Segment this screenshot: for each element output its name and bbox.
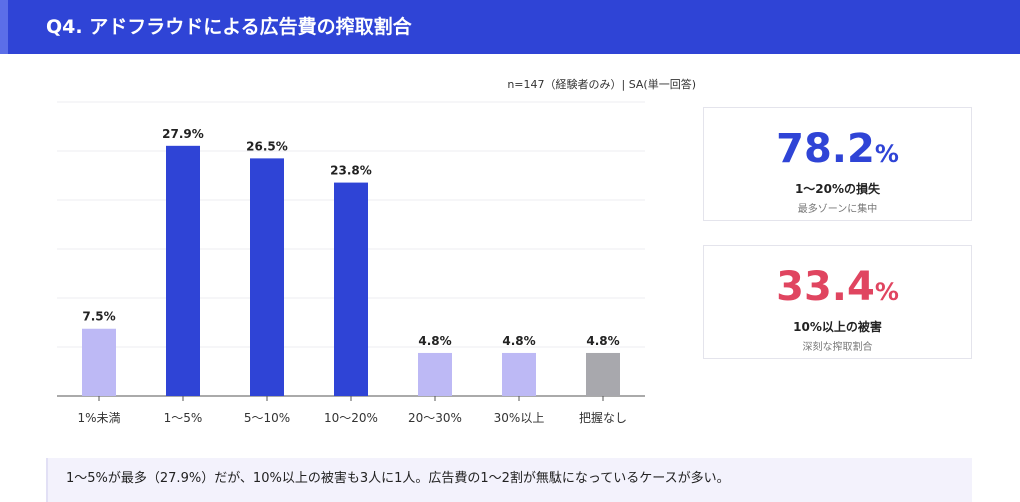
bar bbox=[166, 145, 200, 396]
bar-chart: 7.5% 1%未満 27.9% 1〜5% 26.5% 5〜10% 23.8% 10〜20% 4.… bbox=[57, 101, 645, 425]
bar bbox=[586, 352, 620, 396]
stat-number: 78.2 bbox=[776, 126, 875, 172]
data-label: 4.8% bbox=[418, 334, 451, 348]
header: Q4. アドフラウドによる広告費の搾取割合 bbox=[0, 0, 1020, 54]
data-label: 26.5% bbox=[246, 139, 288, 153]
data-label: 23.8% bbox=[330, 164, 372, 178]
data-label: 4.8% bbox=[502, 334, 535, 348]
stat-value: 33.4% bbox=[704, 264, 971, 310]
x-tick-label: 10〜20% bbox=[324, 411, 378, 425]
bar bbox=[502, 352, 536, 396]
stat-unit: % bbox=[874, 140, 899, 168]
data-label: 27.9% bbox=[162, 127, 204, 141]
bar bbox=[82, 328, 116, 396]
x-tick-label: 20〜30% bbox=[408, 411, 462, 425]
bar bbox=[250, 158, 284, 396]
stat-value: 78.2% bbox=[704, 126, 971, 172]
x-tick-label: 把握なし bbox=[579, 410, 627, 425]
stat-label: 10%以上の被害 bbox=[793, 320, 882, 334]
sample-note: n=147（経験者のみ）| SA(単一回答) bbox=[507, 78, 696, 91]
stat-card-damage: 33.4% 10%以上の被害 深刻な搾取割合 bbox=[703, 245, 972, 359]
stat-label: 1〜20%の損失 bbox=[794, 182, 881, 196]
data-label: 7.5% bbox=[82, 310, 115, 324]
summary-note: 1〜5%が最多（27.9%）だが、10%以上の被害も3人に1人。広告費の1〜2割… bbox=[46, 458, 972, 502]
stat-sub: 深刻な搾取割合 bbox=[802, 342, 873, 353]
data-label: 4.8% bbox=[586, 334, 619, 348]
x-tick-label: 30%以上 bbox=[494, 411, 545, 425]
stat-number: 33.4 bbox=[776, 264, 875, 310]
x-tick-label: 1〜5% bbox=[164, 411, 203, 425]
header-accent-bar bbox=[0, 0, 8, 54]
page-title: Q4. アドフラウドによる広告費の搾取割合 bbox=[46, 16, 412, 38]
x-tick-label: 5〜10% bbox=[244, 411, 290, 425]
bar bbox=[334, 182, 368, 396]
stat-card-loss: 78.2% 1〜20%の損失 最多ゾーンに集中 bbox=[703, 107, 972, 221]
bar bbox=[418, 352, 452, 396]
stat-unit: % bbox=[874, 278, 899, 306]
x-tick-label: 1%未満 bbox=[77, 411, 120, 425]
stat-sub: 最多ゾーンに集中 bbox=[797, 204, 878, 215]
